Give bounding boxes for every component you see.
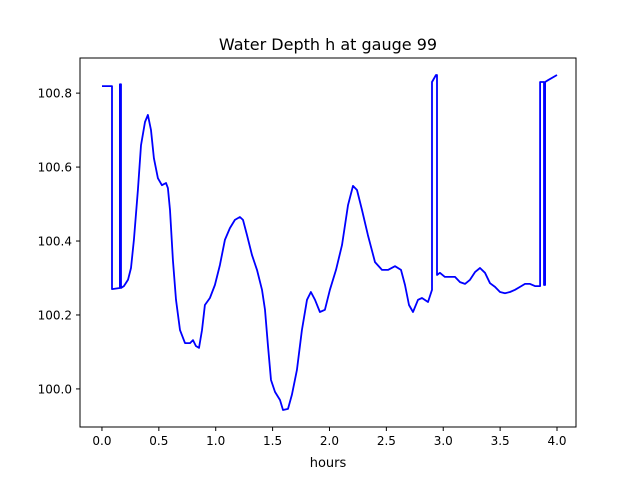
axes-frame bbox=[79, 57, 577, 428]
y-tick-label: 100.8 bbox=[38, 87, 72, 101]
x-tick-label: 2.5 bbox=[377, 434, 396, 448]
y-tick-label: 100.4 bbox=[38, 235, 72, 249]
x-tick-label: 1.0 bbox=[206, 434, 225, 448]
x-tick-label: 2.0 bbox=[320, 434, 339, 448]
x-tick-label: 0.5 bbox=[149, 434, 168, 448]
x-tick-label: 3.5 bbox=[491, 434, 510, 448]
y-tick-label: 100.6 bbox=[38, 161, 72, 175]
x-tick-label: 3.0 bbox=[434, 434, 453, 448]
chart-title: Water Depth h at gauge 99 bbox=[219, 35, 437, 54]
x-tick-label: 0.0 bbox=[92, 434, 111, 448]
series-line-h bbox=[102, 74, 558, 411]
x-tick-label: 1.5 bbox=[263, 434, 282, 448]
y-tick-label: 100.0 bbox=[38, 382, 72, 396]
x-axis-label: hours bbox=[310, 456, 347, 471]
x-tick-label: 4.0 bbox=[547, 434, 566, 448]
y-tick-label: 100.2 bbox=[38, 308, 72, 322]
